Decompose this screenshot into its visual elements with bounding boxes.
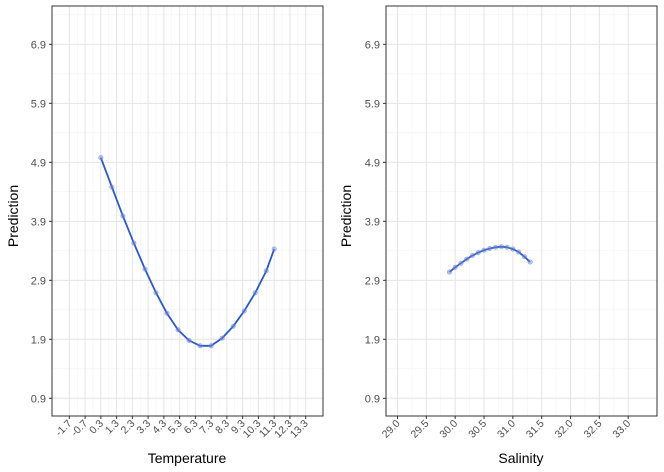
x-tick-label: 31.0 [495,418,518,441]
x-tick-label: 32.5 [582,418,605,441]
chart-panel-2: 0.9 1.9 2.9 3.9 4.9 5.9 6.9 29.0 29.5 30.0 30.5 31.… [338,5,658,466]
data-point [452,264,458,270]
data-point [469,253,475,259]
data-point [197,343,203,349]
panel-border [51,5,324,417]
data-point [186,337,192,343]
y-tick-label: 1.9 [365,334,380,346]
data-point [120,213,126,219]
y-tick-label: 3.9 [365,216,380,228]
data-point [271,246,277,252]
data-point [475,250,481,256]
y-tick-label: 5.9 [31,98,46,110]
y-tick-label: 3.9 [31,216,46,228]
data-point [504,244,510,250]
data-point [208,343,214,349]
data-point [493,244,499,250]
data-point [481,247,487,253]
y-tick-label: 6.9 [31,39,46,51]
data-point [521,254,527,260]
y-tick-label: 4.9 [31,157,46,169]
y-tick-label: 2.9 [31,275,46,287]
panel-border [385,5,658,417]
y-tick-label: 4.9 [365,157,380,169]
data-point [487,245,493,251]
x-tick-label: 32.0 [553,418,576,441]
data-point [241,308,247,314]
data-point [230,323,236,329]
x-axis-title: Salinity [498,450,543,466]
x-axis-title: Temperature [148,450,227,466]
data-point [175,327,181,333]
x-tick-label: 30.5 [466,418,489,441]
data-point [498,244,504,250]
y-tick-label: 0.9 [365,393,380,405]
data-point [516,249,522,255]
x-tick-label: 29.5 [409,418,432,441]
x-tick-label: 13.3 [288,418,311,441]
data-point [263,268,269,274]
series-line [99,157,276,347]
x-tick-label: 33.0 [610,418,633,441]
data-point [109,184,115,190]
data-point [98,155,104,161]
data-point [458,260,464,266]
data-point [464,256,470,262]
y-tick-label: 0.9 [31,393,46,405]
y-tick-label: 2.9 [365,275,380,287]
data-point [527,259,533,265]
y-axis-title: Prediction [5,185,21,247]
data-point [142,266,148,272]
y-tick-label: 6.9 [365,39,380,51]
y-tick-label: 5.9 [365,98,380,110]
x-tick-label: 30.0 [437,418,460,441]
x-tick-label: 29.0 [380,418,403,441]
data-point [510,246,516,252]
x-tick-label: 31.5 [524,418,547,441]
data-point [153,290,159,296]
data-point [219,335,225,341]
data-point [252,290,258,296]
data-point [164,310,170,316]
y-tick-label: 1.9 [31,334,46,346]
data-point [131,240,137,246]
y-axis-title: Prediction [338,185,354,247]
data-point [446,269,452,275]
chart-panel-1: 0.91.92.93.94.95.96.9-1.7-0.70.31.32.33.… [5,5,324,466]
